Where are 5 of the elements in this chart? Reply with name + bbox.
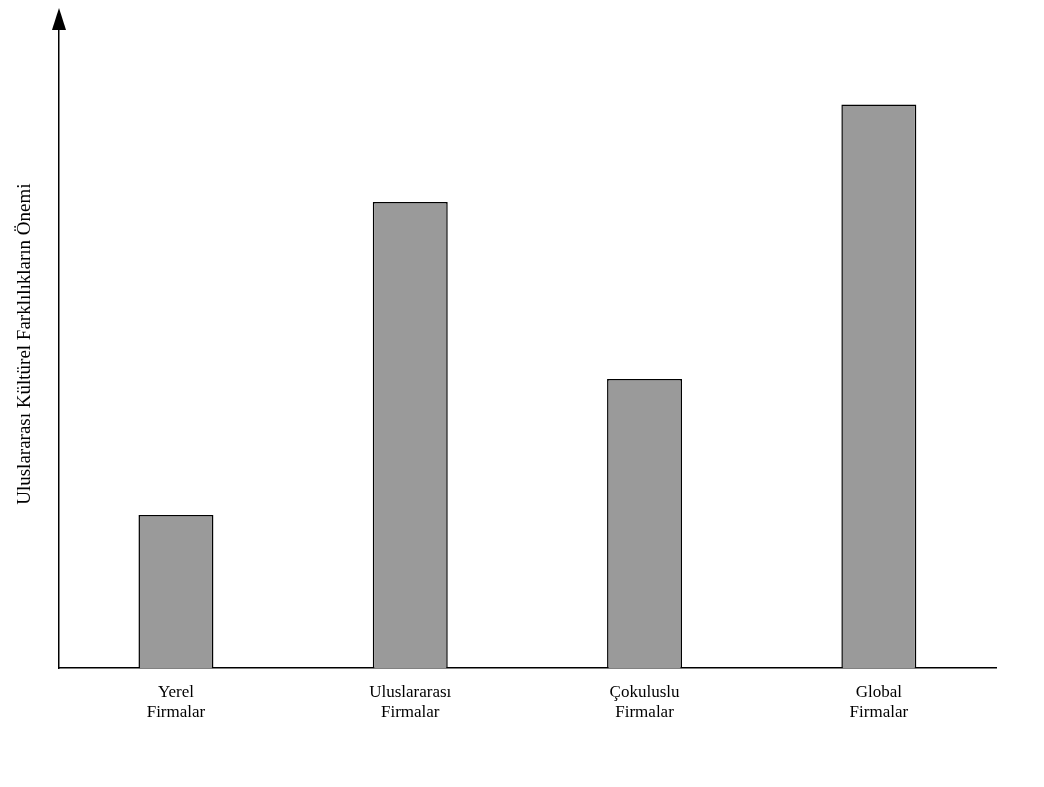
y-axis-title: Uluslararası Kültürel Farklılıkların Önemi: [13, 183, 35, 505]
x-tick-label: Yerel Firmalar: [146, 681, 206, 722]
x-tick-label: Global Firmalar: [849, 681, 909, 722]
x-tick-label: Çokuluslu Firmalar: [609, 681, 680, 722]
x-tick-label: Uluslararası Firmalar: [369, 681, 452, 722]
